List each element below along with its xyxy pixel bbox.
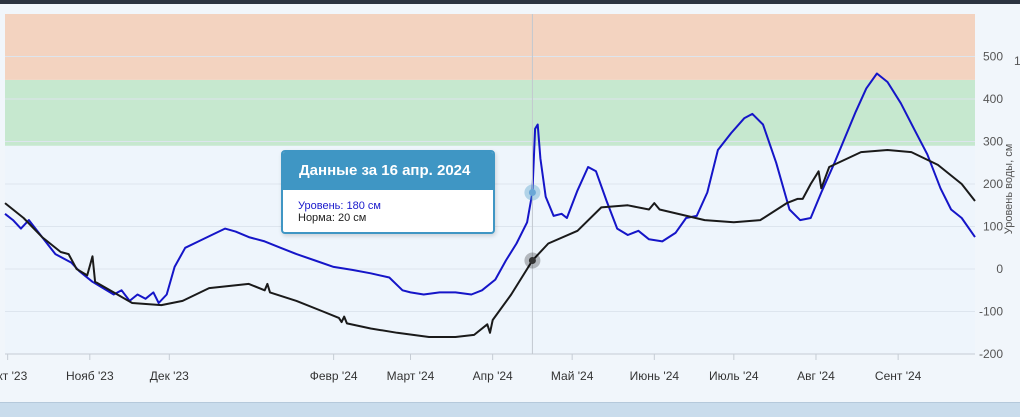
y-axis-labels: -200 -100 0 100 200 300 400 500 <box>979 50 1003 362</box>
x-tick-label: Окт '23 <box>0 369 28 383</box>
y-tick-label: 400 <box>983 92 1003 106</box>
series-line <box>4 149 976 338</box>
y-tick-label: -100 <box>979 305 1003 319</box>
x-tick-label: Февр '24 <box>310 369 358 383</box>
x-tick-label: Авг '24 <box>797 369 835 383</box>
y-tick-label: -200 <box>979 347 1003 361</box>
x-tick-label: Июнь '24 <box>630 369 680 383</box>
x-axis: Окт '23 Нояб '23 Дек '23 Февр '24 Март '24 Ап… <box>0 353 975 383</box>
threshold-bands <box>5 14 975 146</box>
series-group <box>4 72 976 338</box>
tooltip-level: Уровень: 180 см <box>298 200 381 212</box>
series-line <box>4 72 976 304</box>
y-tick-label: 200 <box>983 177 1003 191</box>
hover-marker <box>528 257 536 264</box>
hover-marker <box>528 189 536 196</box>
tooltip-norm: Норма: 20 см <box>298 212 367 224</box>
tooltip-title: Данные за 16 апр. 2024 <box>283 152 493 190</box>
range-navigator[interactable] <box>0 402 1020 417</box>
y-axis-title: Уровень воды, см <box>1003 144 1015 235</box>
x-tick-label: Июль '24 <box>709 369 759 383</box>
x-tick-label: Май '24 <box>551 369 594 383</box>
x-tick-label: Март '24 <box>387 369 435 383</box>
top-bar <box>0 0 1020 4</box>
x-tick-label: Дек '23 <box>150 369 189 383</box>
threshold-band <box>5 14 975 80</box>
water-level-chart: -200 -100 0 100 200 300 400 500 1 Уровень воды,… <box>0 14 1020 383</box>
threshold-band <box>5 79 975 146</box>
y-axis-partial-label: 1 <box>1014 54 1020 68</box>
tooltip: Данные за 16 апр. 2024 Уровень: 180 см Н… <box>281 150 495 234</box>
x-tick-label: Апр '24 <box>473 369 513 383</box>
hover-markers <box>524 184 541 269</box>
y-tick-label: 100 <box>983 220 1003 234</box>
y-tick-label: 500 <box>983 50 1003 64</box>
x-tick-label: Сент '24 <box>875 369 922 383</box>
y-tick-label: 300 <box>983 135 1003 149</box>
x-tick-label: Нояб '23 <box>66 369 114 383</box>
y-tick-label: 0 <box>996 262 1003 276</box>
